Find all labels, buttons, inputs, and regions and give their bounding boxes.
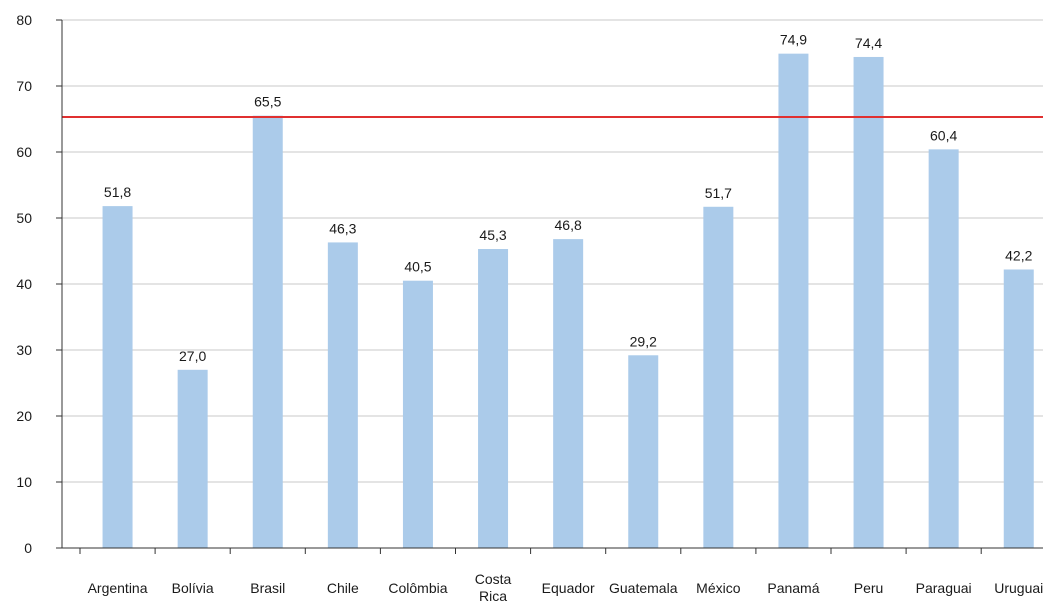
axes [56,19,1043,554]
gridlines [62,19,1043,483]
data-label-2: 65,5 [254,94,281,110]
y-tick-label-20: 20 [16,408,32,424]
category-label-9: Panamá [767,580,819,596]
category-label-11: Paraguai [916,580,972,596]
data-label-10: 74,4 [855,35,882,51]
bar-6 [553,239,584,548]
category-label-4: Colômbia [388,580,447,596]
category-label-5: Costa Rica [475,571,512,604]
data-label-6: 46,8 [555,217,582,233]
x-category-labels: Argentina Bolívia Brasil Chile Colômbia Costa… [88,571,1043,604]
y-tick-label-80: 80 [16,12,32,28]
category-label-1: Bolívia [172,580,214,596]
data-label-11: 60,4 [930,127,957,143]
category-label-7: Guatemala [609,580,678,596]
bar-3 [327,242,358,549]
category-label-6: Equador [542,580,595,596]
category-label-2: Brasil [250,580,285,596]
bar-7 [628,355,659,548]
y-tick-label-60: 60 [16,144,32,160]
y-tick-label-30: 30 [16,342,32,358]
y-tick-label-50: 50 [16,210,32,226]
bar-0 [102,206,133,548]
bars [102,53,1034,549]
bar-9 [778,53,809,548]
y-tick-label-40: 40 [16,276,32,292]
y-tick-label-10: 10 [16,474,32,490]
data-labels: 51,8 27,0 65,5 46,3 40,5 45,3 46,8 29,2 51,7 74,9… [104,32,1033,364]
data-label-1: 27,0 [179,348,206,364]
category-label-8: México [696,580,741,596]
y-tick-label-0: 0 [24,540,32,556]
data-label-3: 46,3 [329,220,356,236]
y-tick-labels: 0 10 20 30 40 50 60 70 80 [16,12,32,556]
data-label-5: 45,3 [479,227,506,243]
bar-12 [1003,269,1034,548]
data-label-0: 51,8 [104,184,131,200]
bar-5 [478,249,509,548]
bar-11 [928,149,959,549]
bar-10 [853,56,884,549]
data-label-7: 29,2 [630,333,657,349]
category-label-10: Peru [854,580,884,596]
data-label-9: 74,9 [780,32,807,48]
data-label-8: 51,7 [705,185,732,201]
category-label-12: Uruguai [994,580,1043,596]
data-label-12: 42,2 [1005,247,1032,263]
bar-1 [177,369,208,548]
data-label-4: 40,5 [404,259,431,275]
category-label-3: Chile [327,580,359,596]
y-tick-label-70: 70 [16,78,32,94]
bar-8 [703,206,734,548]
category-label-0: Argentina [88,580,148,596]
bar-4 [402,280,433,548]
bar-2 [252,115,283,548]
